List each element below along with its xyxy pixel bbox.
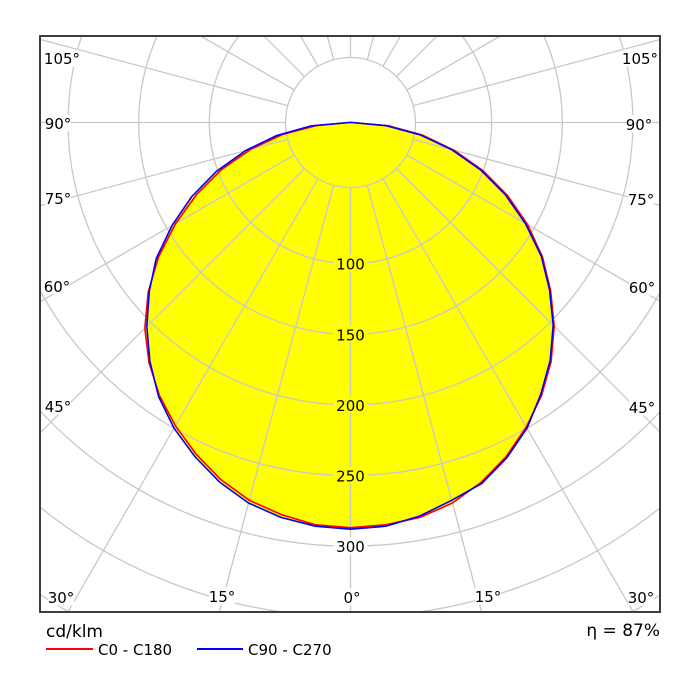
angle-tick-label: 15° <box>475 588 502 606</box>
polar-grid-spoke <box>413 138 660 207</box>
angle-tick-label: 15° <box>209 588 236 606</box>
polar-grid-spoke <box>40 38 288 107</box>
polar-grid-spoke <box>40 154 295 303</box>
ring-value-label: 300 <box>336 538 365 556</box>
polar-grid-hub-circle <box>284 56 417 189</box>
angle-label-box <box>623 49 657 67</box>
polar-grid-spoke <box>413 38 660 107</box>
angle-tick-label: 75° <box>628 191 655 209</box>
angle-label-box <box>626 115 652 133</box>
ring-label-box <box>333 254 368 272</box>
angle-label-box <box>45 114 71 132</box>
ring-label-box <box>333 537 368 555</box>
ring-value-label: 250 <box>336 468 365 486</box>
c0-c180-legend-label: C0 - C180 <box>98 641 173 659</box>
c0-c180-legend-line-icon <box>46 648 93 650</box>
polar-grid-spoke <box>40 168 305 434</box>
angle-tick-label: 0° <box>343 589 360 607</box>
angle-tick-label: 90° <box>45 115 72 133</box>
angle-tick-label: 60° <box>629 279 656 297</box>
angle-label-box <box>628 190 654 208</box>
ring-value-label: 200 <box>336 397 365 415</box>
angle-tick-label: 30° <box>628 589 655 607</box>
angle-label-box <box>45 397 71 415</box>
angle-tick-label: 105° <box>622 50 658 68</box>
angle-tick-label: 45° <box>629 399 656 417</box>
polar-grid-spoke <box>382 178 634 612</box>
c0-c180-curve <box>144 121 555 529</box>
c90-c270-legend-line-icon <box>197 648 243 650</box>
ring-label-box <box>333 325 368 343</box>
angle-tick-label: 105° <box>44 50 80 68</box>
angle-label-box <box>44 277 70 295</box>
angle-tick-label: 75° <box>45 190 72 208</box>
angle-label-box <box>45 189 71 207</box>
angle-tick-label: 30° <box>48 589 75 607</box>
angle-label-box <box>628 588 654 606</box>
angle-label-box <box>629 278 655 296</box>
angle-label-box <box>629 398 655 416</box>
ring-value-label: 100 <box>336 256 365 274</box>
polar-grid-spoke <box>396 168 660 433</box>
angle-label-box <box>48 588 74 606</box>
angle-label-box <box>209 587 235 605</box>
c90-c270-legend-label: C90 - C270 <box>248 641 332 659</box>
unit-label: cd/klm <box>46 622 103 642</box>
polar-grid-spoke <box>406 154 660 302</box>
ring-label-box <box>333 466 368 484</box>
angle-tick-label: 60° <box>44 278 71 296</box>
polar-grid-spoke <box>366 185 483 612</box>
angle-tick-label: 45° <box>45 398 72 416</box>
polar-grid-spoke <box>40 138 288 207</box>
angle-label-box <box>475 587 501 605</box>
c90-c270-curve <box>146 121 554 530</box>
efficiency-label: η = 87% <box>586 621 660 641</box>
angle-label-box <box>342 588 362 606</box>
polar-grid-spoke <box>67 178 319 612</box>
plot-border <box>39 35 661 613</box>
ring-value-label: 150 <box>336 326 365 344</box>
angle-tick-label: 90° <box>626 116 653 134</box>
angle-label-box <box>45 49 79 67</box>
polar-grid-spoke <box>218 185 335 612</box>
legend: C0 - C180 C90 - C270 <box>0 640 700 659</box>
ring-label-box <box>333 395 368 413</box>
